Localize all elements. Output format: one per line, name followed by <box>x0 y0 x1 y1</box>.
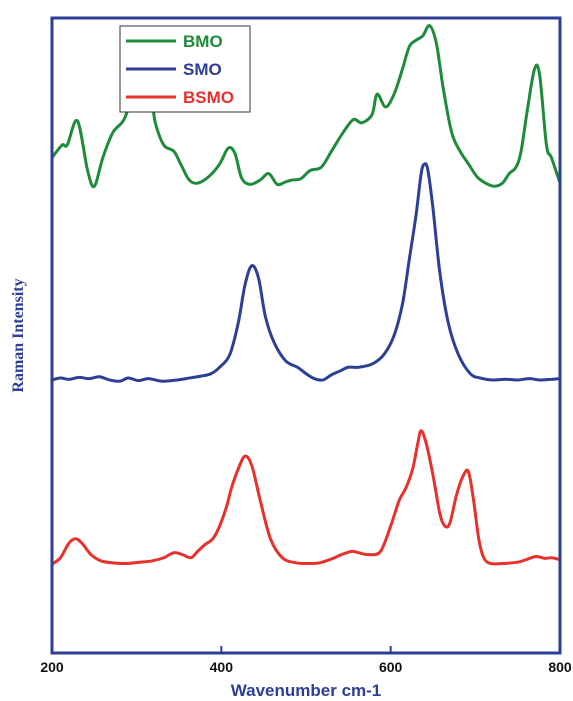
x-tick-label: 400 <box>210 659 234 675</box>
x-tick-label: 200 <box>40 659 64 675</box>
legend-label-bsmo: BSMO <box>183 88 234 107</box>
x-tick-label: 600 <box>379 659 403 675</box>
legend: BMO SMO BSMO <box>119 25 251 113</box>
y-axis-title: Raman Intensity <box>10 278 27 392</box>
x-ticks: 200 400 600 800 <box>40 646 572 675</box>
x-tick-label: 800 <box>548 659 572 675</box>
series-line-bsmo <box>51 429 561 566</box>
plot-frame <box>50 16 562 655</box>
legend-label-smo: SMO <box>183 60 222 79</box>
x-axis-title: Wavenumber cm-1 <box>231 681 382 700</box>
series-line-smo <box>51 162 561 383</box>
legend-label-bmo: BMO <box>183 32 223 51</box>
